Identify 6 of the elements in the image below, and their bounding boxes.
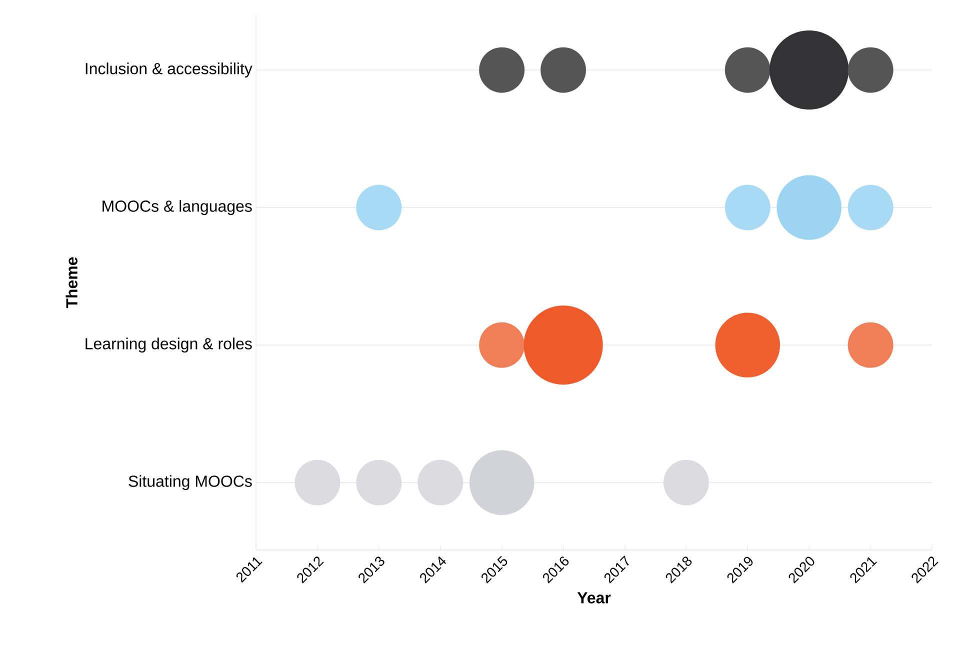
y-tick-label: MOOCs & languages <box>102 200 252 216</box>
y-tick-label: Inclusion & accessibility <box>86 62 252 78</box>
y-axis-title: Theme <box>66 257 78 308</box>
y-tick-label: Learning design & roles <box>86 338 252 353</box>
x-axis-title: Year <box>577 592 611 604</box>
y-tick-label: Situating MOOCs <box>128 475 252 490</box>
